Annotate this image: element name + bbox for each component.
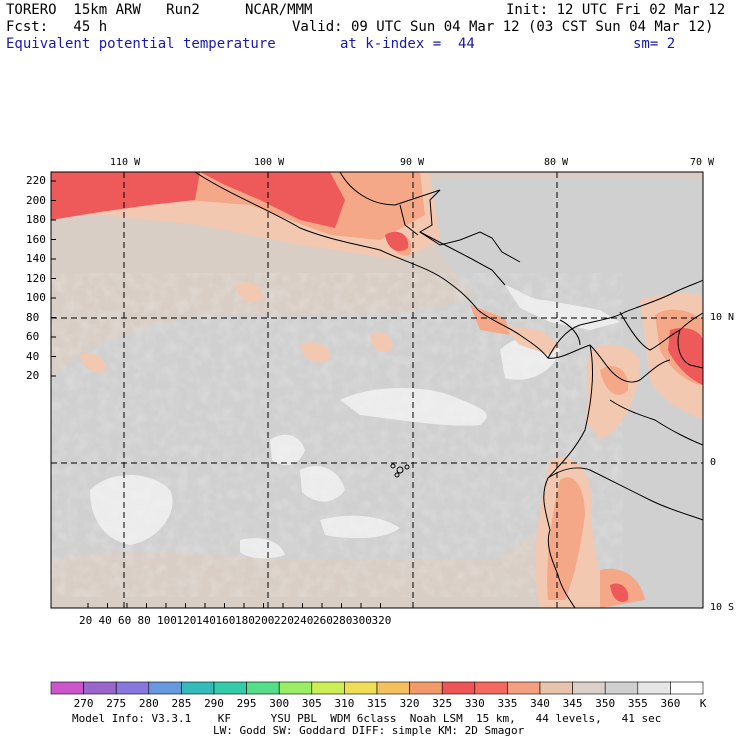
lat-label-10s: 10 S <box>710 602 735 613</box>
colorbar-swatch <box>278 681 313 695</box>
colorbar-swatch <box>50 681 84 695</box>
colorbar-swatch <box>637 681 671 695</box>
y-tick-label: 200 <box>26 193 46 207</box>
y-tick-label: 40 <box>26 349 40 363</box>
x-tick-label: 260 <box>313 614 333 627</box>
x-tick-label: 300 <box>352 614 372 627</box>
colorbar-label: 280 <box>138 697 159 710</box>
x-tick-label: 240 <box>293 614 314 627</box>
x-tick-label: 160 <box>215 614 236 627</box>
x-tick-label: 20 <box>79 614 93 627</box>
colorbar-swatch <box>604 681 639 695</box>
init-time: Init: 12 UTC Fri 02 Mar 12 <box>506 2 726 18</box>
valid-time: Valid: 09 UTC Sun 04 Mar 12 (03 CST Sun … <box>292 19 714 35</box>
colorbar-swatch <box>376 681 410 695</box>
colorbar-label: 290 <box>204 697 224 710</box>
y-tick-label: 80 <box>26 310 40 324</box>
y-tick-label: 20 <box>26 369 40 382</box>
coastlines <box>194 172 703 608</box>
org-label: NCAR/MMM <box>245 2 313 18</box>
colorbar-label: 270 <box>73 697 94 710</box>
model-info-line1: Model Info: V3.3.1 KF YSU PBL WDM 6class… <box>72 712 662 725</box>
y-tick-label: 120 <box>26 271 46 285</box>
galapagos-islands <box>390 463 410 478</box>
smoothing-label: sm= 2 <box>633 36 676 52</box>
colorbar-label: 345 <box>562 697 583 710</box>
colorbar-label: 285 <box>171 697 192 710</box>
lon-label-110w: 110 W <box>110 157 141 168</box>
x-tick-label: 80 <box>137 614 151 627</box>
x-tick-label: 200 <box>254 614 275 627</box>
field-name: Equivalent potential temperature <box>6 36 276 52</box>
colorbar-swatch <box>311 681 345 695</box>
y-tick-label: 140 <box>26 252 46 265</box>
x-tick-label: 140 <box>196 614 216 627</box>
x-tick-label: 220 <box>274 614 294 627</box>
model-info-line2: LW: Godd SW: Goddard DIFF: simple KM: 2D… <box>213 724 525 737</box>
colorbar-swatch <box>474 681 508 695</box>
colorbar-swatch <box>83 681 117 695</box>
colorbar-swatch <box>441 681 476 695</box>
y-tick-label: 220 <box>26 174 46 187</box>
colorbar-label: 295 <box>236 697 257 710</box>
colorbar-swatch <box>409 681 443 695</box>
colorbar-label: 350 <box>595 697 616 710</box>
y-tick-label: 160 <box>26 232 46 246</box>
colorbar-label: 305 <box>301 697 322 710</box>
colorbar-swatch <box>572 681 606 695</box>
colorbar-label: 325 <box>432 697 453 710</box>
colorbar-label: 340 <box>530 697 550 710</box>
colorbar-label: 275 <box>106 697 127 710</box>
lon-label-70w: 70 W <box>690 157 715 168</box>
colorbar-label: 315 <box>367 697 387 710</box>
lon-label-100w: 100 W <box>254 157 285 168</box>
x-tick-label: 280 <box>332 614 353 627</box>
level-label: at k-index = 44 <box>340 36 475 52</box>
lat-label-0: 0 <box>710 457 717 468</box>
red-patches <box>51 172 703 602</box>
colorbar-swatch <box>344 681 378 695</box>
lon-label-80w: 80 W <box>544 157 569 168</box>
x-tick-label: 60 <box>118 614 132 627</box>
colorbar-swatch <box>246 681 280 695</box>
colorbar <box>50 681 704 695</box>
x-tick-label: 180 <box>235 614 255 627</box>
colorbar-swatch <box>670 681 704 695</box>
colorbar-swatch <box>539 681 573 695</box>
colorbar-swatch <box>181 681 215 695</box>
lat-lon-grid <box>51 172 703 608</box>
y-tick-label: 60 <box>26 330 40 343</box>
y-tick-label: 100 <box>26 291 46 304</box>
lat-label-10n: 10 N <box>710 312 735 323</box>
x-tick-label: 40 <box>98 614 112 627</box>
land-gray-region <box>430 180 703 335</box>
x-tick-label: 320 <box>371 614 392 627</box>
x-tick-label: 120 <box>176 614 197 627</box>
colorbar-label: 360 <box>660 697 681 710</box>
lon-label-90w: 90 W <box>400 157 425 168</box>
colorbar-swatch <box>148 681 182 695</box>
colorbar-swatch <box>213 681 247 695</box>
model-title: TORERO 15km ARW Run2 <box>6 2 200 18</box>
colorbar-label: 310 <box>334 697 355 710</box>
colorbar-label: 330 <box>464 697 485 710</box>
map-frame <box>50 171 704 609</box>
y-tick-label: 180 <box>26 213 46 226</box>
colorbar-label: 355 <box>627 697 648 710</box>
colorbar-label: 320 <box>399 697 420 710</box>
colorbar-label: 335 <box>497 697 518 710</box>
x-tick-label: 100 <box>157 614 177 627</box>
colorbar-label: 300 <box>269 697 290 710</box>
forecast-hour: Fcst: 45 h <box>6 19 108 35</box>
colorbar-swatch <box>507 681 541 695</box>
colorbar-unit: K <box>699 697 707 710</box>
colorbar-swatch <box>115 681 150 695</box>
